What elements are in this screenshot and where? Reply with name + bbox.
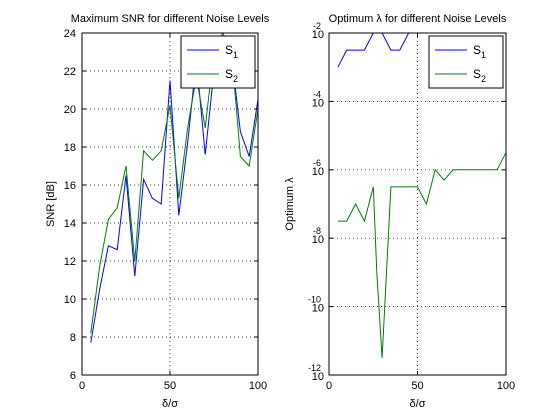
series-line-2 [337, 152, 507, 358]
x-tick-label: 100 [249, 380, 267, 392]
legend-box [180, 35, 256, 89]
legend-box [428, 35, 504, 89]
y-tick-label: 10 [312, 303, 324, 315]
legend-label-2: S2 [473, 67, 486, 84]
y-axis-label: SNR [dB] [45, 181, 57, 227]
x-tick-label: 0 [79, 380, 85, 392]
y-tick-exponent: -8 [313, 226, 321, 236]
y-tick-label: 18 [64, 142, 76, 154]
legend-label-1: S1 [473, 43, 486, 60]
legend-label-1: S1 [225, 43, 238, 60]
y-tick-label: 10 [312, 234, 324, 246]
y-tick-label: 12 [64, 256, 76, 268]
x-axis-label: δ/σ [410, 398, 426, 410]
x-tick-label: 50 [164, 380, 176, 392]
y-tick-exponent: -6 [313, 158, 321, 168]
y-tick-label: 20 [64, 104, 76, 116]
y-tick-label: 10 [312, 97, 324, 109]
y-tick-label: 24 [64, 28, 76, 40]
chart-title: Optimum λ for different Noise Levels [329, 13, 507, 25]
y-tick-exponent: -4 [313, 89, 321, 99]
y-tick-label: 6 [70, 370, 76, 382]
legend-label-2: S2 [225, 67, 238, 84]
x-tick-label: 0 [326, 380, 332, 392]
y-tick-label: 14 [64, 218, 76, 230]
x-tick-label: 100 [497, 380, 515, 392]
y-tick-label: 22 [64, 66, 76, 78]
chart-panel-1: 0 50 100 6 8 10 12 14 16 18 20 22 24 Maximum SNR for … [45, 13, 270, 410]
y-tick-label: 16 [64, 180, 76, 192]
y-tick-label: 10 [312, 166, 324, 178]
y-tick-exponent: -12 [308, 363, 321, 373]
y-tick-exponent: -2 [313, 21, 321, 31]
y-tick-label: 10 [312, 371, 324, 383]
y-tick-exponent: -10 [308, 295, 321, 305]
chart-title: Maximum SNR for different Noise Levels [71, 13, 270, 25]
x-tick-label: 50 [411, 380, 423, 392]
y-axis-label: Optimum λ [284, 177, 296, 231]
y-tick-label: 8 [70, 332, 76, 344]
x-axis-label: δ/σ [162, 398, 178, 410]
chart-panel-2: 0 50 10010-1210-1010-810-610-410-2Optimum … [284, 13, 515, 410]
y-tick-label: 10 [64, 294, 76, 306]
y-tick-label: 10 [312, 29, 324, 41]
